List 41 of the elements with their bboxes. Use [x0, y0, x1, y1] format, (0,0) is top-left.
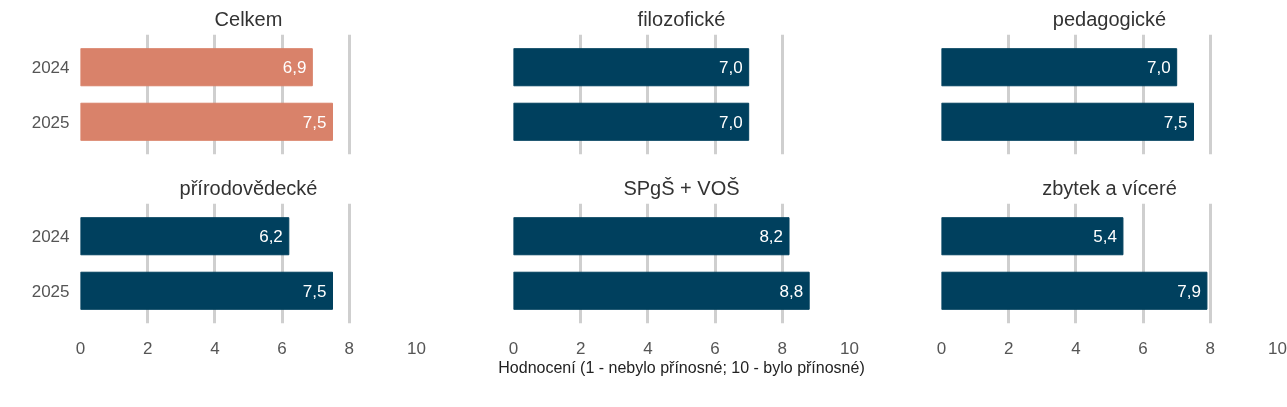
chart-title: filozofické	[637, 7, 726, 30]
data-label: 7,5	[302, 281, 327, 301]
x-tick-label: 10	[407, 338, 426, 358]
y-tick-label: 2025	[31, 281, 70, 301]
data-label: 5,4	[1093, 227, 1117, 247]
y-tick-label: 2024	[31, 58, 70, 78]
x-tick-label: 8	[777, 338, 788, 358]
data-label: 8,8	[779, 281, 804, 301]
data-label: 7,5	[1163, 112, 1188, 132]
x-tick-label: 4	[1071, 338, 1081, 358]
chart-title: pedagogické	[1052, 7, 1167, 30]
x-tick-label: 10	[840, 338, 859, 358]
data-label: 7,9	[1177, 281, 1201, 301]
chart-title: zbytek a víceré	[1042, 176, 1177, 199]
x-tick-label: 0	[508, 338, 519, 358]
data-label: 7,0	[1147, 58, 1171, 78]
x-tick-label: 10	[1268, 338, 1287, 358]
y-tick-label: 2024	[31, 227, 70, 247]
data-label: 7,0	[719, 58, 743, 78]
x-tick-label: 2	[1003, 338, 1014, 358]
x-tick-label: 6	[1138, 338, 1148, 358]
x-tick-label: 8	[344, 338, 355, 358]
chart-title: přírodovědecké	[179, 176, 318, 199]
chart-title: SPgŠ + VOŠ	[623, 176, 740, 199]
data-label: 6,9	[282, 58, 307, 78]
chart-title: Celkem	[214, 7, 283, 30]
x-tick-label: 6	[710, 338, 720, 358]
x-tick-label: 0	[75, 338, 86, 358]
x-tick-label: 6	[277, 338, 287, 358]
x-axis-title: Hodnocení (1 - nebylo přínosné; 10 - bylo přínosné)	[498, 358, 865, 376]
data-label: 6,2	[259, 227, 283, 247]
x-tick-label: 4	[643, 338, 653, 358]
x-tick-label: 0	[936, 338, 947, 358]
x-tick-label: 2	[142, 338, 153, 358]
y-tick-label: 2025	[31, 112, 70, 132]
x-tick-label: 4	[210, 338, 220, 358]
x-tick-label: 8	[1205, 338, 1216, 358]
x-tick-label: 2	[575, 338, 586, 358]
data-label: 7,5	[302, 112, 327, 132]
data-label: 8,2	[759, 227, 784, 247]
data-label: 7,0	[719, 112, 743, 132]
